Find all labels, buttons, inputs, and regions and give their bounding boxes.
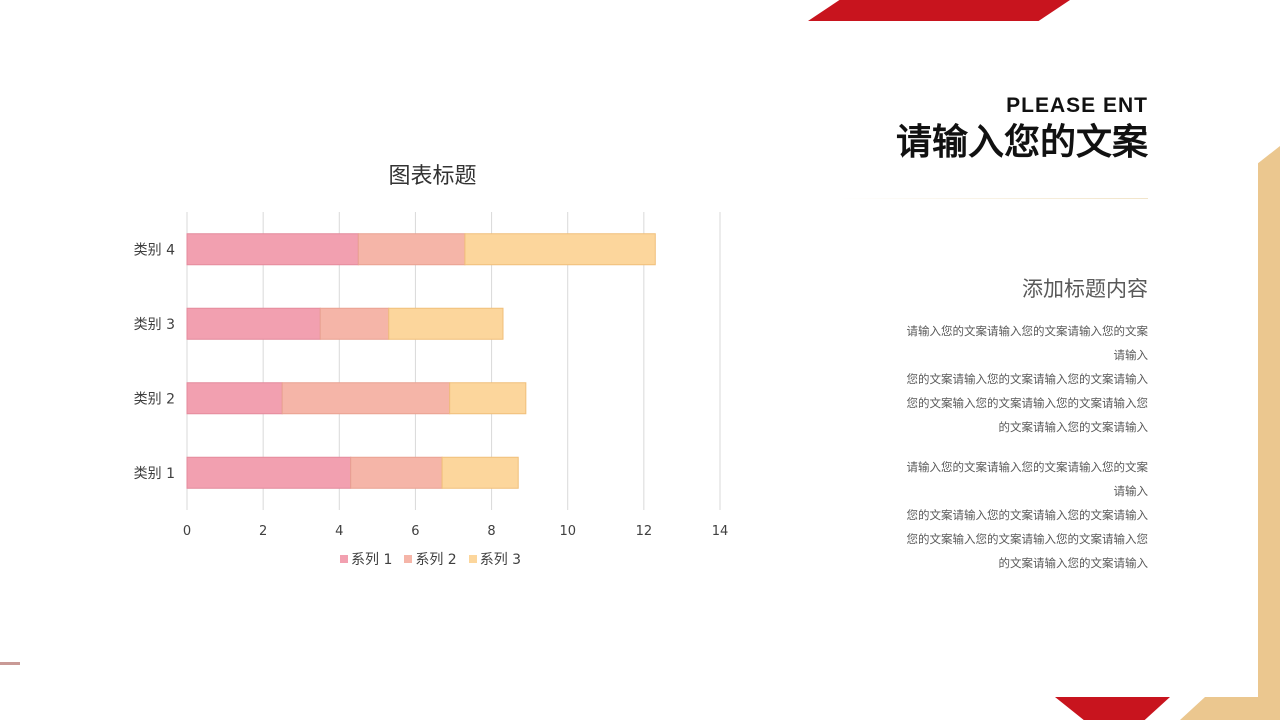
bar-segment (186, 307, 321, 340)
bar-segment (441, 456, 519, 489)
x-tick-label: 2 (259, 524, 267, 539)
bar-segment (464, 233, 656, 266)
x-tick-label: 10 (559, 524, 576, 539)
legend-label-series-1: 系列 1 (351, 552, 393, 568)
legend-swatch-series-3 (468, 555, 477, 563)
bar-segment (186, 382, 283, 415)
x-tick-label: 0 (183, 524, 191, 539)
bar-segment (186, 233, 359, 266)
x-tick-label: 14 (712, 524, 729, 539)
legend-swatch-series-2 (404, 555, 413, 563)
subtitle-english: PLEASE ENT (1006, 94, 1148, 117)
paragraph-line: 的文案请输入您的文案请输入 (998, 420, 1149, 434)
bar-segment (350, 456, 443, 489)
paragraph-line: 您的文案请输入您的文案请输入您的文案请输入 (906, 508, 1149, 522)
chart-title: 图表标题 (388, 164, 477, 189)
decorative-gold-band-bottom (1180, 697, 1280, 720)
bar-segment (319, 307, 390, 340)
legend-label-series-2: 系列 2 (415, 552, 457, 568)
y-category-label: 类别 1 (134, 466, 175, 482)
bar-segment (449, 382, 527, 415)
y-category-label: 类别 3 (134, 317, 175, 333)
section-title: 添加标题内容 (1022, 277, 1148, 301)
x-tick-label: 6 (411, 524, 419, 539)
bar-segment (388, 307, 504, 340)
bar-segment (357, 233, 466, 266)
legend-label-series-3: 系列 3 (479, 552, 522, 568)
paragraph-line: 请输入您的文案请输入您的文案请输入您的文案 (906, 324, 1149, 338)
paragraph-line: 您的文案输入您的文案请输入您的文案请输入您 (906, 532, 1149, 546)
paragraph-line: 您的文案请输入您的文案请输入您的文案请输入 (906, 372, 1149, 386)
paragraph-1: 请输入您的文案请输入您的文案请输入您的文案 请输入 您的文案请输入您的文案请输入… (840, 319, 1149, 439)
bar-segment (281, 382, 451, 415)
text-panel: PLEASE ENT 请输入您的文案 添加标题内容 请输入您的文案请输入您的文案… (840, 94, 1148, 575)
decorative-red-band-bottom (1055, 697, 1170, 720)
legend-item-series-2: 系列 2 (404, 549, 457, 569)
decorative-gold-band-right (1258, 146, 1280, 720)
paragraph-2: 请输入您的文案请输入您的文案请输入您的文案 请输入 您的文案请输入您的文案请输入… (840, 455, 1149, 575)
x-tick-label: 12 (636, 524, 653, 539)
legend-swatch-series-1 (340, 555, 348, 563)
title-divider (840, 198, 1148, 199)
x-tick-label: 8 (487, 524, 495, 539)
page-title: 请输入您的文案 (895, 122, 1148, 163)
paragraph-line: 请输入 (1113, 484, 1149, 498)
paragraph-line: 的文案请输入您的文案请输入 (998, 556, 1149, 570)
y-category-label: 类别 2 (134, 391, 175, 407)
decorative-red-band-top (808, 0, 1070, 21)
legend-item-series-3: 系列 3 (468, 549, 522, 569)
paragraph-line: 请输入您的文案请输入您的文案请输入您的文案 (906, 460, 1149, 474)
paragraph-line: 请输入 (1113, 348, 1149, 362)
legend-item-series-1: 系列 1 (340, 549, 392, 569)
chart-legend: 系列 1 系列 2 系列 3 (340, 549, 540, 569)
decorative-line-left (0, 662, 20, 665)
y-category-label: 类别 4 (134, 242, 175, 258)
paragraph-line: 您的文案输入您的文案请输入您的文案请输入您 (906, 396, 1149, 410)
x-tick-label: 4 (335, 524, 343, 539)
bar-segment (186, 456, 352, 489)
